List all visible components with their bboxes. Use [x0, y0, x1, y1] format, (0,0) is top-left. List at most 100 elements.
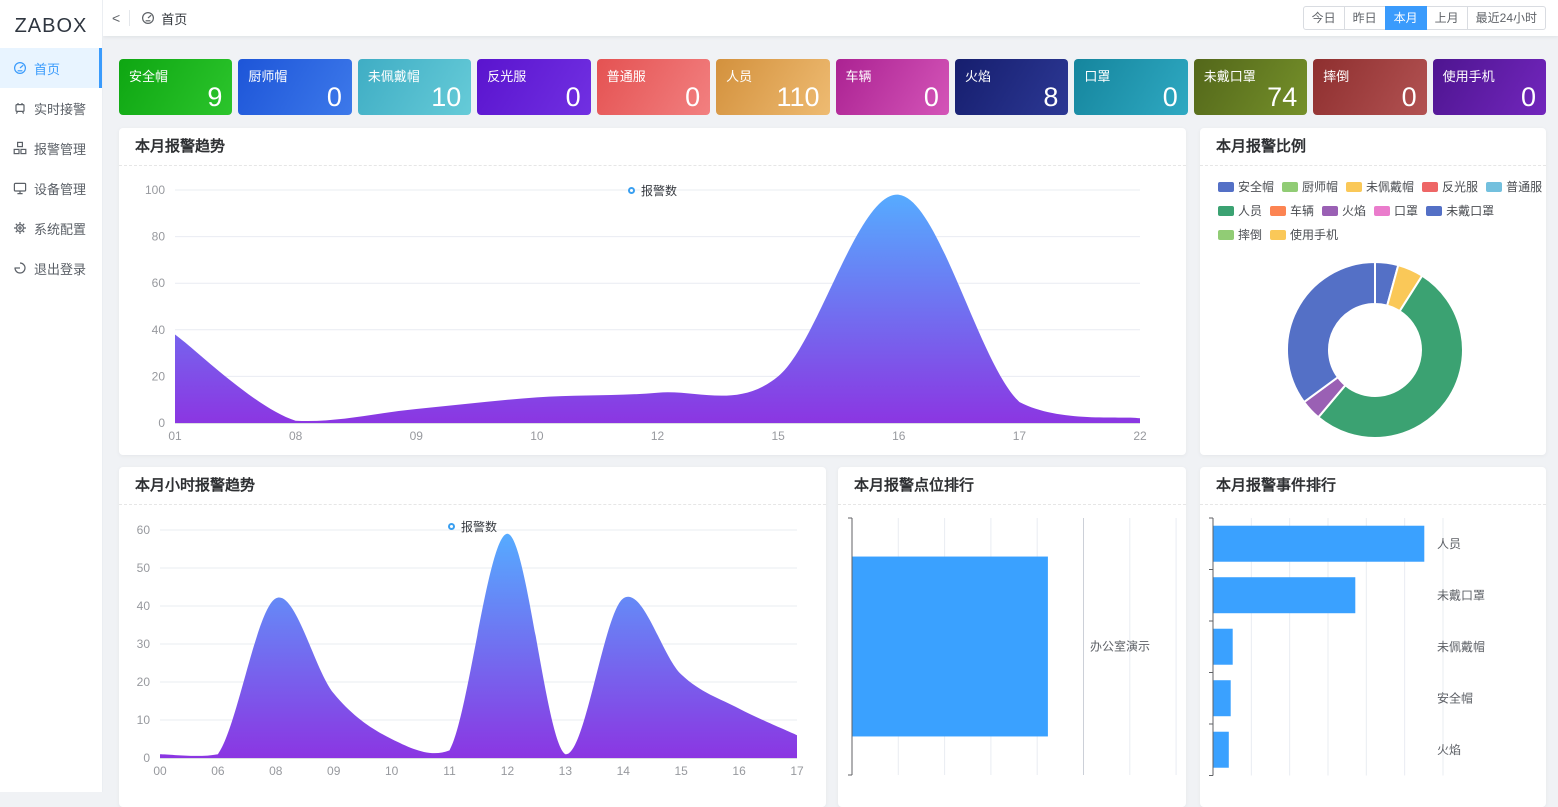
filter-this-month-button[interactable]: 本月 [1384, 6, 1427, 30]
gear-icon [13, 221, 27, 235]
svg-text:0: 0 [143, 751, 150, 765]
collapse-sidebar-button[interactable]: < [112, 10, 121, 26]
svg-text:16: 16 [732, 764, 746, 778]
legend-label: 反光服 [1442, 180, 1479, 194]
breadcrumb[interactable]: 首页 [161, 11, 188, 27]
stat-card-flame: 火焰 8 [954, 59, 1069, 115]
svg-text:人员: 人员 [1437, 537, 1461, 551]
stat-card-value: 0 [1521, 82, 1537, 112]
sidebar-item-system-config[interactable]: 系统配置 [0, 208, 102, 248]
legend-label: 报警数 [640, 184, 677, 198]
svg-text:60: 60 [152, 276, 166, 290]
legend-swatch [1218, 181, 1234, 192]
time-filter-group: 今日 昨日 本月 上月 最近24小时 [1302, 6, 1546, 30]
panel-monthly-hourly-trend: 本月小时报警趋势 报警数 0 10 20 30 40 50 60 00 06 08 09 10 11 12… [119, 467, 826, 807]
filter-last-24h-button[interactable]: 最近24小时 [1466, 6, 1546, 30]
topbar: < 首页 今日 昨日 本月 上月 最近24小时 [103, 0, 1558, 36]
monthly-trend-area-chart[interactable]: 0 20 40 60 80 100 01 08 09 10 12 15 16 17 22 [119, 166, 1186, 455]
legend-item[interactable]: 厨师帽 [1282, 178, 1338, 195]
legend-label: 报警数 [460, 520, 497, 534]
legend-item[interactable]: 反光服 [1422, 178, 1478, 195]
stat-card-label: 厨师帽 [248, 69, 288, 84]
legend-swatch [1270, 205, 1287, 216]
stat-card-label: 未戴口罩 [1203, 69, 1256, 84]
alarm-icon [13, 101, 27, 115]
legend-alarm-count[interactable]: 报警数 [119, 518, 826, 535]
stat-card-reflective-vest: 反光服 0 [477, 59, 591, 115]
svg-text:20: 20 [152, 369, 166, 383]
legend-marker-icon [447, 523, 455, 530]
monitor-icon [13, 181, 27, 195]
svg-text:08: 08 [269, 764, 283, 778]
alarm-point-bar-chart[interactable]: 办公室演示 [838, 505, 1186, 807]
legend-item[interactable]: 车辆 [1270, 202, 1314, 219]
stat-card-value: 0 [565, 82, 581, 112]
panel-title: 本月报警比例 [1200, 128, 1546, 166]
panel-title: 本月报警事件排行 [1200, 467, 1546, 505]
legend-swatch [1346, 181, 1363, 192]
svg-text:100: 100 [145, 183, 165, 197]
legend-item[interactable]: 口罩 [1374, 202, 1418, 219]
legend-item[interactable]: 火焰 [1322, 202, 1366, 219]
sidebar-item-logout[interactable]: 退出登录 [0, 248, 102, 288]
legend-item[interactable]: 未戴口罩 [1426, 202, 1494, 219]
stat-card-value: 0 [923, 82, 939, 112]
legend-item[interactable]: 未佩戴帽 [1346, 178, 1414, 195]
sidebar-item-label: 实时接警 [34, 101, 87, 117]
stat-card-vehicle: 车辆 0 [835, 59, 949, 115]
svg-text:0: 0 [158, 416, 165, 430]
svg-text:06: 06 [211, 764, 225, 778]
grid-icon [13, 141, 27, 155]
svg-text:10: 10 [530, 429, 544, 443]
stat-card-no-hat: 未佩戴帽 10 [357, 59, 472, 115]
legend-item[interactable]: 使用手机 [1270, 226, 1338, 243]
legend-label: 厨师帽 [1302, 180, 1339, 194]
stat-card-value: 10 [431, 82, 462, 112]
stat-card-label: 未佩戴帽 [367, 69, 420, 84]
filter-today-button[interactable]: 今日 [1302, 6, 1345, 30]
stat-card-helmet: 安全帽 9 [119, 59, 233, 115]
donut-legend: 安全帽 厨师帽 未佩戴帽 反光服 普通服 人员 车辆 火焰 口罩 未戴口罩 摔倒… [1218, 178, 1542, 250]
legend-label: 口罩 [1394, 204, 1419, 218]
stat-card-chef-hat: 厨师帽 0 [238, 59, 352, 115]
monthly-ratio-donut-chart[interactable] [1200, 166, 1546, 455]
sidebar-item-alarm-manage[interactable]: 报警管理 [0, 128, 102, 168]
legend-swatch [1282, 181, 1299, 192]
legend-item[interactable]: 摔倒 [1218, 226, 1262, 243]
stat-card-row: 安全帽 9 厨师帽 0 未佩戴帽 10 反光服 0 普通服 0 人员 110 车… [119, 59, 1547, 115]
svg-text:20: 20 [137, 675, 151, 689]
app-logo: ZABOX [14, 15, 88, 37]
panel-alarm-point-ranking: 本月报警点位排行 办公室演示 [838, 467, 1186, 807]
sidebar-item-device-manage[interactable]: 设备管理 [0, 168, 102, 208]
svg-text:15: 15 [675, 764, 689, 778]
svg-text:14: 14 [617, 764, 631, 778]
stat-card-label: 口罩 [1084, 69, 1111, 84]
stat-card-value: 110 [776, 82, 820, 112]
svg-text:17: 17 [790, 764, 804, 778]
svg-text:15: 15 [771, 429, 785, 443]
stat-card-fall: 摔倒 0 [1313, 59, 1427, 115]
stat-card-value: 8 [1043, 82, 1059, 112]
legend-label: 摔倒 [1238, 228, 1263, 242]
legend-swatch [1322, 205, 1339, 216]
sidebar-item-label: 设备管理 [34, 181, 87, 197]
sidebar-item-home[interactable]: 首页 [0, 48, 102, 88]
legend-marker-icon [627, 187, 635, 194]
sidebar-menu: 首页 实时接警 报警管理 设备管理 系统配置 [0, 48, 102, 288]
stat-card-value: 0 [685, 82, 701, 112]
svg-text:未戴口罩: 未戴口罩 [1437, 587, 1485, 602]
legend-item[interactable]: 人员 [1218, 202, 1262, 219]
legend-alarm-count[interactable]: 报警数 [119, 182, 1186, 199]
sidebar-item-realtime-alarm[interactable]: 实时接警 [0, 88, 102, 128]
legend-item[interactable]: 安全帽 [1218, 178, 1274, 195]
legend-item[interactable]: 普通服 [1486, 178, 1542, 195]
filter-yesterday-button[interactable]: 昨日 [1343, 6, 1386, 30]
hourly-trend-area-chart[interactable]: 0 10 20 30 40 50 60 00 06 08 09 10 11 12 13 14 15 16 17 [119, 505, 826, 807]
svg-text:22: 22 [1133, 429, 1147, 443]
svg-text:11: 11 [443, 764, 456, 778]
stat-card-label: 安全帽 [129, 69, 169, 84]
filter-last-month-button[interactable]: 上月 [1425, 6, 1468, 30]
panel-monthly-alarm-ratio: 本月报警比例 安全帽 厨师帽 未佩戴帽 反光服 普通服 人员 车辆 火焰 口罩 … [1200, 128, 1546, 455]
legend-swatch [1422, 181, 1439, 192]
